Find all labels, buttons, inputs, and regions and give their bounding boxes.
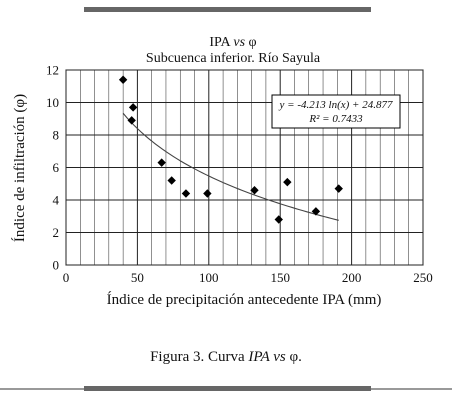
- data-point: [127, 116, 136, 125]
- y-tick-label: 6: [53, 160, 60, 175]
- y-tick-label: 2: [53, 225, 60, 240]
- x-tick-label: 50: [131, 270, 144, 285]
- figure-caption: Figura 3. Curva IPA vs φ.: [150, 349, 302, 365]
- data-point: [203, 189, 212, 198]
- x-tick-label: 250: [413, 270, 433, 285]
- x-tick-label: 150: [270, 270, 290, 285]
- trend-equation: y = -4.213 ln(x) + 24.877: [279, 99, 393, 111]
- top-decorative-rule: [84, 7, 371, 12]
- chart-subtitle: Subcuenca inferior. Río Sayula: [146, 51, 321, 66]
- data-point: [167, 176, 176, 185]
- data-point: [311, 207, 321, 216]
- data-point: [128, 103, 138, 112]
- x-tick-label: 100: [199, 270, 219, 285]
- y-tick-label: 0: [53, 258, 60, 273]
- y-tick-label: 8: [53, 128, 60, 143]
- data-point: [283, 177, 292, 187]
- y-tick-label: 4: [53, 193, 60, 208]
- tick-labels: 0 50 100 150 200 250 0 2 4 6 8 10 12: [46, 63, 433, 286]
- data-point: [157, 158, 166, 167]
- data-point: [250, 186, 259, 195]
- data-points: [118, 75, 343, 224]
- y-tick-label: 12: [46, 63, 59, 78]
- y-tick-label: 10: [46, 95, 59, 110]
- data-point: [274, 215, 283, 224]
- bottom-decorative-rule: [84, 386, 371, 391]
- chart-title: IPA vs φ: [209, 35, 256, 50]
- y-axis-label: Índice de infiltración (φ): [11, 94, 28, 242]
- trend-line: [122, 112, 339, 221]
- x-tick-label: 200: [342, 270, 362, 285]
- data-point: [118, 75, 128, 84]
- x-tick-label: 0: [63, 270, 70, 285]
- data-point: [334, 184, 343, 193]
- trend-r-squared: R² = 0.7433: [308, 113, 363, 125]
- x-axis-label: Índice de precipitación antecedente IPA …: [107, 291, 382, 308]
- trendline-group: [122, 112, 339, 221]
- equation-box: [271, 94, 401, 129]
- data-point: [181, 189, 191, 198]
